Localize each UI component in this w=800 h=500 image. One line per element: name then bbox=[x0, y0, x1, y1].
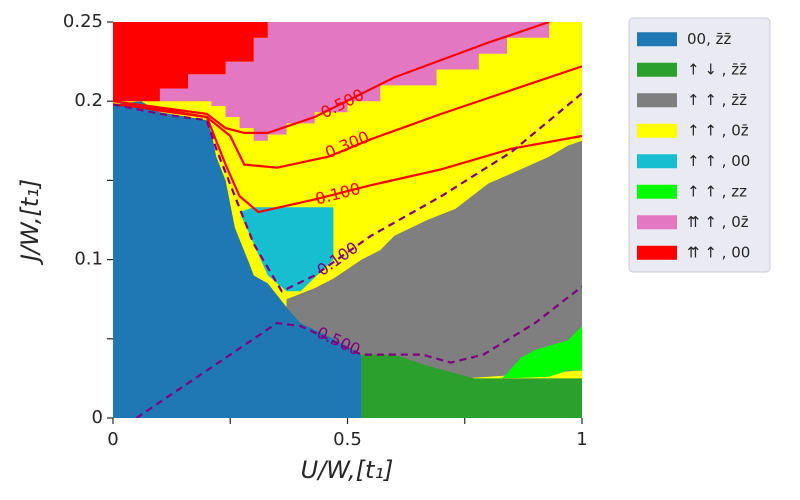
y-tick-label: 0.1 bbox=[74, 249, 103, 270]
x-tick-label: 0.5 bbox=[333, 429, 362, 450]
legend-box bbox=[628, 17, 771, 273]
phase-region-7 bbox=[239, 207, 334, 292]
contour-line-5 bbox=[135, 285, 582, 418]
y-tick-label: 0.25 bbox=[63, 11, 103, 32]
phase-region-8 bbox=[113, 101, 362, 418]
contour-line-1 bbox=[113, 22, 550, 134]
axes: 0 0.5 1 0 0.1 0.2 0.25 bbox=[63, 11, 588, 450]
x-axis-label: U/W,[t₁] bbox=[301, 456, 394, 484]
legend-swatch-5 bbox=[637, 154, 677, 169]
legend-label-7: ⇈ ↑ , 0z̄ bbox=[687, 213, 749, 231]
legend-swatch-6 bbox=[637, 184, 677, 199]
legend-swatch-2 bbox=[637, 62, 677, 77]
y-tick-label: 0 bbox=[92, 407, 103, 428]
legend-label-2: ↑ ↓ , z̄z̄ bbox=[687, 60, 747, 78]
phase-region-4 bbox=[286, 140, 582, 379]
legend-label-6: ↑ ↑ , zz bbox=[687, 182, 747, 200]
y-tick-label: 0.2 bbox=[74, 90, 103, 111]
legend-label-3: ↑ ↑ , z̄z̄ bbox=[687, 91, 747, 109]
x-tick-label: 1 bbox=[576, 429, 587, 450]
phase-region-5 bbox=[361, 354, 582, 418]
contour-line-3 bbox=[122, 103, 582, 214]
phase-region-6 bbox=[502, 326, 582, 379]
phase-region-2 bbox=[159, 22, 550, 141]
legend-swatch-4 bbox=[637, 123, 677, 138]
legend-label-5: ↑ ↑ , 00 bbox=[687, 152, 750, 170]
contour-line-4 bbox=[113, 92, 582, 293]
legend-label-1: 00, z̄z̄ bbox=[687, 30, 731, 48]
legend-swatch-1 bbox=[637, 32, 677, 47]
legend-swatch-7 bbox=[637, 215, 677, 230]
legend-label-4: ↑ ↑ , 0z̄ bbox=[687, 121, 749, 139]
y-axis-label: J/W,[t₁] bbox=[16, 179, 44, 265]
legend-swatch-3 bbox=[637, 93, 677, 108]
legend-swatch-8 bbox=[637, 245, 677, 260]
x-tick-label: 0 bbox=[107, 429, 118, 450]
phase-region-3 bbox=[113, 22, 268, 102]
legend-label-8: ⇈ ↑ , 00 bbox=[687, 243, 750, 261]
legend: 00, z̄z̄ ↑ ↓ , z̄z̄ ↑ ↑ , z̄z̄ ↑ ↑ , 0z̄ ↑ ↑… bbox=[628, 17, 771, 273]
